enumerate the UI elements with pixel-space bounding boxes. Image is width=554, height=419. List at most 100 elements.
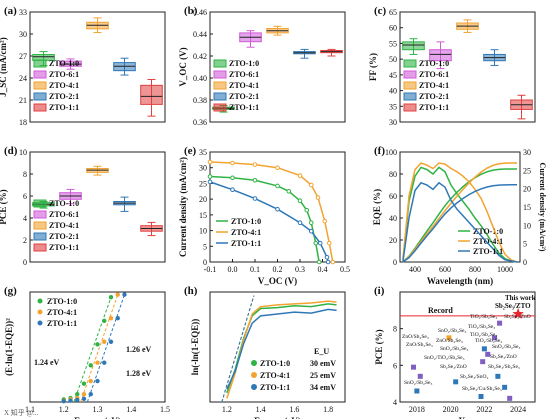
legend-swatch-a-0 <box>33 59 47 68</box>
ytick-label-f-0: 0 <box>393 258 397 267</box>
ytick-right-label-f-4: 20 <box>523 185 531 194</box>
ytick-label-e-5: 25 <box>199 179 207 188</box>
xtick-label-f-3: 1000 <box>497 265 513 274</box>
xtick-label-i-2: 2022 <box>476 405 492 414</box>
ytick-label-e-2: 10 <box>199 227 207 236</box>
point-e-2-0 <box>207 179 213 185</box>
literature-label-2: SnO₂/Sb₂Se₃ <box>438 328 466 334</box>
legend-label-g-0: ZTO-1:0 <box>47 297 77 306</box>
ylabel-i: PCE (%) <box>374 329 384 364</box>
xtick-label-f-2: 800 <box>469 265 481 274</box>
ytick-label-d-0: 0 <box>23 258 27 267</box>
legend-label-f-0: ZTO-1:0 <box>473 227 503 236</box>
xlabel-f: Wavelength (nm) <box>427 276 493 286</box>
point-i-7 <box>497 320 503 326</box>
legend-marker-g-1 <box>37 309 43 315</box>
point-i-1 <box>417 373 423 379</box>
xtick-label-e-3: 0.2 <box>273 265 283 274</box>
point-g-1-7 <box>108 315 114 321</box>
legend-label-h-0: ZTO-1:0 <box>260 359 290 368</box>
point-e-0-3 <box>275 183 280 189</box>
point-e-0-7 <box>308 220 314 226</box>
legend-label-h-1: ZTO-4:1 <box>260 371 290 380</box>
xtick-label-e-5: 0.4 <box>318 265 328 274</box>
legend-label-a-1: ZTO-6:1 <box>49 70 79 79</box>
point-e-2-4 <box>297 220 303 226</box>
legend-label-g-1: ZTO-4:1 <box>47 308 77 317</box>
point-g-0-4 <box>88 363 93 368</box>
ytick-label-c-4: 50 <box>389 55 397 64</box>
legend-label-d-1: ZTO-6:1 <box>49 210 79 219</box>
legend-swatch-c-4 <box>403 103 417 112</box>
ytick-label-c-5: 55 <box>389 39 397 48</box>
ylabel-d: PCE (%) <box>0 189 8 224</box>
point-e-0-6 <box>304 207 310 213</box>
xtick-label-e-1: 0.0 <box>228 265 238 274</box>
literature-label-1: ZnO/Sb₂Se₃ <box>402 334 429 340</box>
series-line-h-2 <box>226 308 337 390</box>
xtick-label-h-3: 1.8 <box>323 405 333 414</box>
panel-frame-c <box>399 11 536 123</box>
ytick-label-e-3: 15 <box>199 211 207 220</box>
literature-label-7: SnO₂/TiO₂/Sb₂Se₃ <box>424 355 465 361</box>
literature-label-16: SnO₂/Sb₂Se₃ <box>404 380 432 386</box>
xtick-label-g-2: 1.3 <box>93 405 103 414</box>
ytick-label-f-4: 80 <box>389 170 397 179</box>
legend-swatch-b-3 <box>213 92 227 101</box>
xtick-label-g-0: 1.1 <box>25 405 35 414</box>
watermark: X 知乎 @... <box>4 408 39 417</box>
ylabel-right-f: Current density (mA/cm²) <box>538 163 547 252</box>
point-e-2-5 <box>308 228 314 234</box>
point-g-0-5 <box>95 342 100 347</box>
point-g-2-1 <box>68 398 73 403</box>
legend-swatch-c-0 <box>403 59 417 68</box>
ytick-label-a-5: 33 <box>19 8 27 17</box>
legend-eu-h-0: 30 emV <box>310 359 336 368</box>
point-i-8 <box>492 335 497 341</box>
literature-label-0: TiO₂/Sb₂Se₃ <box>470 314 497 320</box>
ytick-label-a-4: 30 <box>19 30 27 39</box>
point-this-work-star <box>512 308 524 319</box>
legend-label-a-3: ZTO-2:1 <box>49 92 79 101</box>
point-g-2-0 <box>61 399 66 404</box>
point-i-2 <box>446 335 452 341</box>
series-jsc-line-f-2 <box>402 184 517 263</box>
point-g-0-3 <box>81 381 87 386</box>
ytick-label-a-3: 27 <box>19 52 27 61</box>
legend-swatch-d-2 <box>33 221 47 230</box>
xtick-label-h-0: 1.2 <box>222 405 232 414</box>
legend-label-b-2: ZTO-4:1 <box>229 81 259 90</box>
ytick-right-label-f-0: 0 <box>523 258 527 267</box>
literature-label-5: TiO₂/Sb₂Se₃ <box>475 338 502 344</box>
legend-label-a-4: ZTO-1:1 <box>49 103 79 112</box>
legend-label-g-2: ZTO-1:1 <box>47 319 77 328</box>
xtick-label-f-1: 600 <box>439 265 451 274</box>
point-e-0-2 <box>252 177 258 183</box>
point-e-0-5 <box>297 198 303 204</box>
legend-marker-g-0 <box>37 298 43 304</box>
legend-label-c-2: ZTO-4:1 <box>419 81 449 90</box>
annotation-g-0: 1.24 eV <box>34 358 60 367</box>
panel-label-f: (f) <box>374 145 385 157</box>
point-e-1-4 <box>297 173 303 178</box>
ytick-label-f-3: 60 <box>389 192 397 201</box>
annotation-g-2: 1.28 eV <box>126 369 152 378</box>
xlabel-g: Energy (eV) <box>74 416 121 419</box>
ytick-label-e-6: 30 <box>199 164 207 173</box>
series-line-f-1 <box>402 162 518 263</box>
point-e-0-1 <box>230 175 235 181</box>
legend-label-d-0: ZTO-1:0 <box>49 199 79 208</box>
legend-label-c-1: ZTO-6:1 <box>419 70 449 79</box>
point-e-2-1 <box>230 187 235 193</box>
xlabel-e: V_OC (V) <box>258 276 297 286</box>
ytick-label-c-7: 65 <box>389 8 397 17</box>
xlabel-i: Year <box>459 416 477 419</box>
legend-swatch-b-1 <box>213 70 227 79</box>
literature-label-15: Sb₂Se₃/SnO₂ <box>460 374 488 380</box>
series-line-f-0 <box>402 166 518 263</box>
legend-label-c-3: ZTO-2:1 <box>419 92 449 101</box>
this-work-label: This work <box>505 294 536 302</box>
legend-swatch-b-2 <box>213 81 227 90</box>
panel-frame-h <box>209 291 346 403</box>
legend-eu-h-2: 34 emV <box>310 383 336 392</box>
